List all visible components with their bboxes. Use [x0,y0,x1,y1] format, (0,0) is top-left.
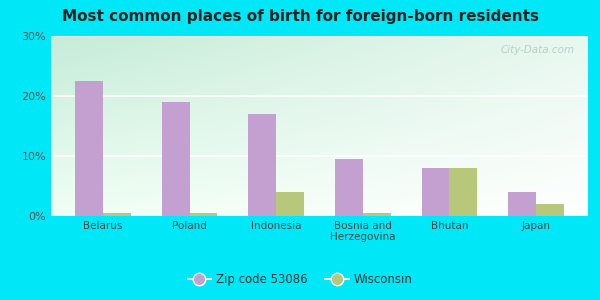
Bar [508,192,536,216]
Text: Most common places of birth for foreign-born residents: Most common places of birth for foreign-… [62,9,539,24]
Bar [276,192,304,216]
Legend: Zip code 53086, Wisconsin: Zip code 53086, Wisconsin [183,269,417,291]
Bar [75,81,103,216]
Bar [103,213,131,216]
Bar [162,102,190,216]
Bar [363,213,391,216]
Bar [248,114,276,216]
Bar [335,159,363,216]
Bar [449,168,477,216]
Bar [190,213,217,216]
Text: City-Data.com: City-Data.com [500,45,575,55]
Bar [536,204,564,216]
Bar [422,168,449,216]
